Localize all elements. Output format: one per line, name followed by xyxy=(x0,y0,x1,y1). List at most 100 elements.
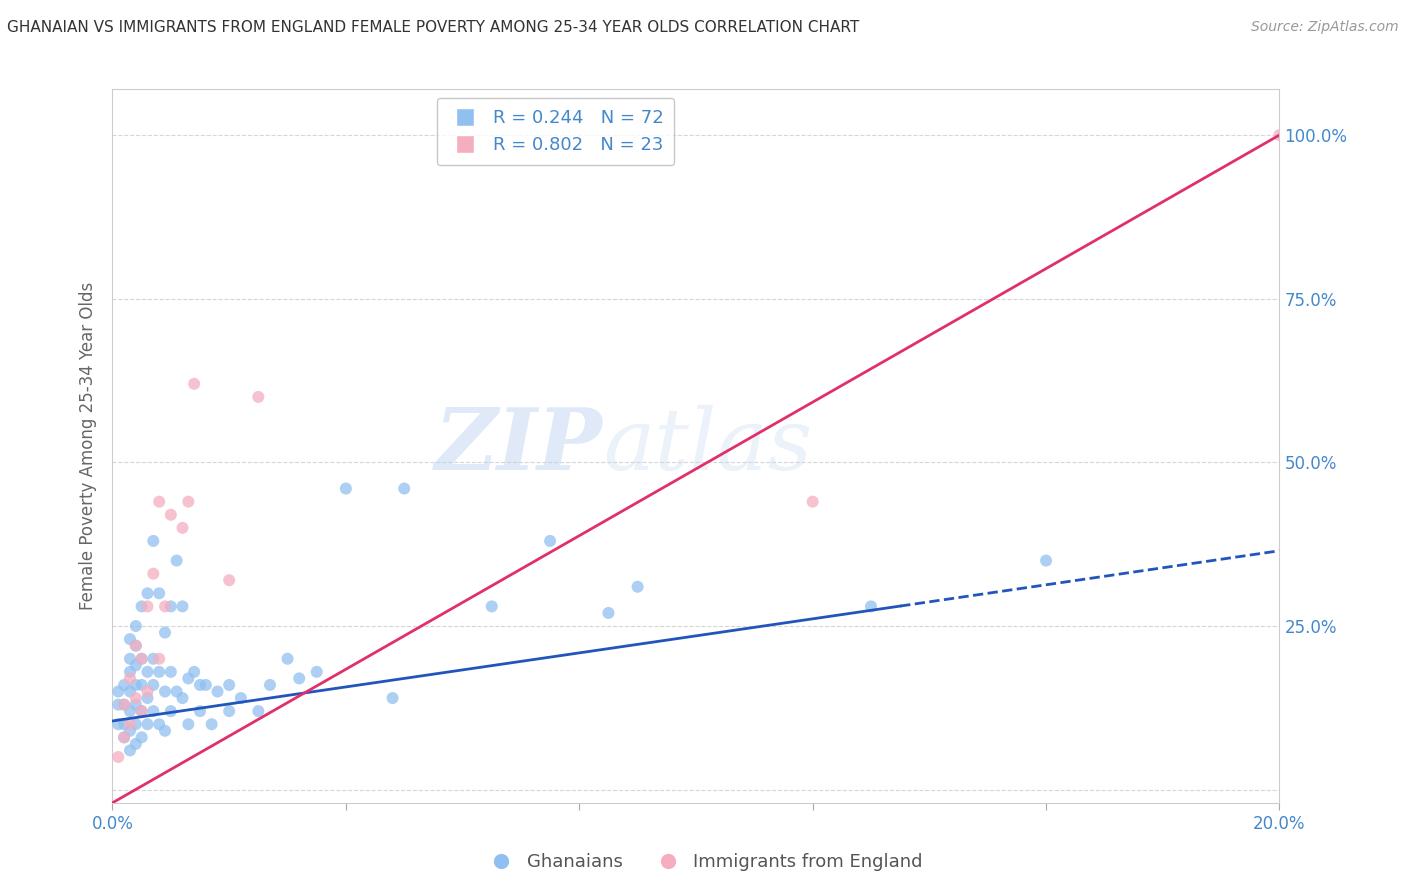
Point xyxy=(112,731,135,745)
Point xyxy=(136,717,159,731)
Point xyxy=(125,658,148,673)
Point xyxy=(136,665,159,679)
Point xyxy=(125,639,148,653)
Text: GHANAIAN VS IMMIGRANTS FROM ENGLAND FEMALE POVERTY AMONG 25-34 YEAR OLDS CORRELA: GHANAIAN VS IMMIGRANTS FROM ENGLAND FEMA… xyxy=(7,20,859,35)
Point xyxy=(118,672,141,686)
Point xyxy=(177,672,200,686)
Point xyxy=(160,665,183,679)
Point xyxy=(112,731,135,745)
Point xyxy=(305,665,328,679)
Point xyxy=(131,652,153,666)
Point xyxy=(538,533,561,548)
Point xyxy=(153,625,176,640)
Point xyxy=(160,599,183,614)
Point xyxy=(188,704,211,718)
Point xyxy=(131,678,153,692)
Point xyxy=(131,704,153,718)
Point xyxy=(276,652,298,666)
Point xyxy=(218,573,240,587)
Point xyxy=(153,599,176,614)
Point xyxy=(107,684,129,698)
Point xyxy=(136,691,159,706)
Point xyxy=(166,684,188,698)
Legend: R = 0.244   N = 72, R = 0.802   N = 23: R = 0.244 N = 72, R = 0.802 N = 23 xyxy=(437,98,673,165)
Point xyxy=(142,652,165,666)
Point xyxy=(148,665,170,679)
Point xyxy=(172,599,194,614)
Point xyxy=(160,704,183,718)
Y-axis label: Female Poverty Among 25-34 Year Olds: Female Poverty Among 25-34 Year Olds xyxy=(79,282,97,610)
Legend: Ghanaians, Immigrants from England: Ghanaians, Immigrants from England xyxy=(477,847,929,879)
Point xyxy=(183,665,205,679)
Point xyxy=(177,494,200,508)
Point xyxy=(172,691,194,706)
Point xyxy=(125,619,148,633)
Point xyxy=(218,678,240,692)
Point xyxy=(125,698,148,712)
Point xyxy=(107,717,129,731)
Point xyxy=(107,698,129,712)
Point xyxy=(148,652,170,666)
Point xyxy=(118,632,141,647)
Point xyxy=(598,606,620,620)
Point xyxy=(136,599,159,614)
Point xyxy=(125,717,148,731)
Point xyxy=(172,521,194,535)
Point xyxy=(148,494,170,508)
Point xyxy=(801,494,824,508)
Point xyxy=(207,684,229,698)
Point xyxy=(392,482,416,496)
Point xyxy=(125,737,148,751)
Point xyxy=(148,586,170,600)
Text: atlas: atlas xyxy=(603,405,811,487)
Point xyxy=(118,684,141,698)
Point xyxy=(131,599,153,614)
Point xyxy=(118,723,141,738)
Point xyxy=(118,665,141,679)
Point xyxy=(288,672,311,686)
Point xyxy=(112,717,135,731)
Point xyxy=(166,553,188,567)
Point xyxy=(136,586,159,600)
Point xyxy=(142,566,165,581)
Point xyxy=(229,691,252,706)
Point xyxy=(112,678,135,692)
Point xyxy=(481,599,503,614)
Point xyxy=(194,678,217,692)
Point xyxy=(381,691,404,706)
Point xyxy=(160,508,183,522)
Point xyxy=(131,704,153,718)
Point xyxy=(118,704,141,718)
Point xyxy=(626,580,648,594)
Point xyxy=(148,717,170,731)
Point xyxy=(218,704,240,718)
Point xyxy=(142,678,165,692)
Point xyxy=(153,684,176,698)
Point xyxy=(859,599,883,614)
Text: ZIP: ZIP xyxy=(434,404,603,488)
Point xyxy=(247,390,270,404)
Point xyxy=(125,639,148,653)
Point xyxy=(183,376,205,391)
Point xyxy=(177,717,200,731)
Point xyxy=(112,698,135,712)
Point xyxy=(201,717,224,731)
Point xyxy=(142,704,165,718)
Point xyxy=(112,698,135,712)
Point xyxy=(1268,128,1291,142)
Point xyxy=(188,678,211,692)
Point xyxy=(136,684,159,698)
Point xyxy=(125,691,148,706)
Point xyxy=(131,652,153,666)
Point xyxy=(247,704,270,718)
Point xyxy=(118,717,141,731)
Point xyxy=(335,482,357,496)
Text: Source: ZipAtlas.com: Source: ZipAtlas.com xyxy=(1251,20,1399,34)
Point xyxy=(131,731,153,745)
Point xyxy=(142,533,165,548)
Point xyxy=(1035,553,1057,567)
Point xyxy=(259,678,281,692)
Point xyxy=(153,723,176,738)
Point xyxy=(118,743,141,757)
Point xyxy=(118,652,141,666)
